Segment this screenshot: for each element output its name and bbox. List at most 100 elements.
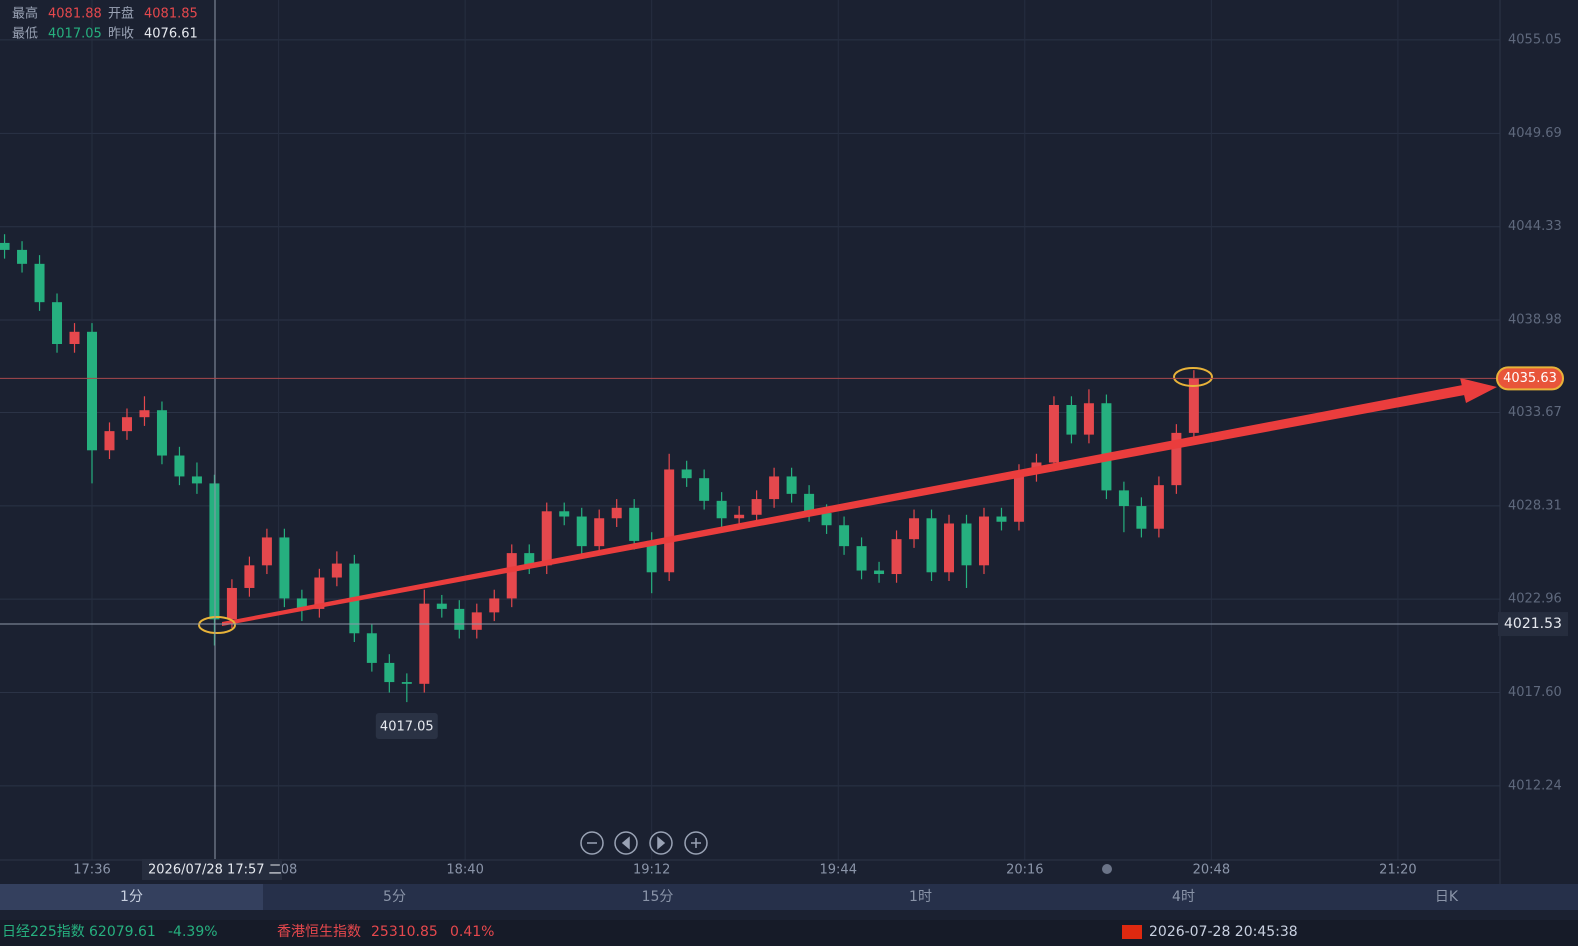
candle-body (611, 507, 622, 519)
last-price-tag (1496, 366, 1564, 391)
period-tab[interactable]: 日K (1434, 889, 1459, 905)
candle-body (664, 469, 675, 573)
ticker-name: 香港恒生指数 (277, 924, 361, 940)
candle-body (1136, 506, 1147, 529)
candle-body (156, 410, 167, 456)
candle-body (1083, 403, 1094, 435)
candle-body (384, 662, 395, 683)
y-tick-label: 4044.33 (1508, 219, 1562, 234)
candle-body (559, 511, 570, 517)
stat-label: 昨收 (108, 27, 134, 42)
candle-body (121, 417, 132, 432)
stat-label: 开盘 (108, 6, 134, 22)
candle-body (769, 476, 780, 500)
trend-arrow-head (1460, 378, 1497, 403)
period-tab[interactable]: 5分 (383, 889, 406, 905)
zoom-in-button[interactable] (684, 831, 708, 855)
candle-body (856, 546, 867, 571)
candle-body (419, 603, 430, 684)
ticker-price: 62079.61 (89, 924, 156, 940)
candle-body (874, 570, 885, 575)
candle-body (1101, 403, 1112, 491)
trend-arrow (222, 384, 1470, 626)
period-tab[interactable]: 4时 (1172, 889, 1195, 905)
candle-body (401, 682, 412, 684)
candle-body (279, 537, 290, 599)
last-price-label: 4035.63 (1503, 371, 1557, 386)
y-tick-label: 4038.98 (1508, 312, 1562, 327)
candle-body (1171, 432, 1182, 486)
x-tick-label: 17:36 (73, 863, 110, 878)
stat-label: 最低 (12, 27, 38, 42)
candle-body (209, 483, 220, 620)
candle-body (366, 633, 377, 663)
candle-body (191, 476, 202, 484)
candle-body (786, 476, 797, 494)
candle-body (734, 514, 745, 519)
x-tick-label: 19:12 (633, 863, 670, 878)
candle-body (104, 431, 115, 451)
candle-body (314, 577, 325, 609)
candle-body (436, 603, 447, 609)
stat-value: 4081.85 (144, 7, 198, 22)
ticker-name: 日经225指数 (2, 924, 85, 940)
candle-body (244, 565, 255, 588)
highlight-ellipse (1173, 367, 1213, 387)
stat-label: 最高 (12, 6, 38, 22)
ticker-change: -4.39% (168, 924, 218, 940)
period-tab[interactable]: 1分 (0, 884, 263, 910)
candle-body (1188, 378, 1199, 433)
candle-body (226, 587, 237, 620)
candle-body (594, 518, 605, 547)
candle-body (541, 511, 552, 566)
candle-body (489, 598, 500, 613)
candle-body (961, 523, 972, 566)
candle-body (139, 410, 150, 418)
x-tick-label: 20:48 (1193, 863, 1230, 878)
flag-icon (1122, 925, 1142, 939)
y-tick-label: 4055.05 (1508, 32, 1562, 47)
zoom-out-button[interactable] (580, 831, 604, 855)
candle-body (944, 523, 955, 573)
candle-body (646, 540, 657, 573)
candle-body (681, 469, 692, 479)
candle-body (1118, 490, 1129, 507)
candle-body (576, 516, 587, 547)
candle-body (891, 539, 902, 575)
candle-body (34, 263, 45, 303)
period-tab[interactable]: 15分 (641, 889, 674, 905)
candle-body (839, 525, 850, 547)
stats: 最高 4081.88 开盘 4081.85 最低 4017.05 昨收 4076.61 (12, 6, 198, 42)
y-tick-label: 4028.31 (1508, 498, 1562, 513)
crosshair-price-label: 4021.53 (1504, 616, 1562, 632)
ticker-change: 0.41% (450, 924, 495, 940)
stat-value: 4081.88 (48, 7, 102, 22)
candle-body (296, 598, 307, 609)
candle-body (17, 249, 28, 264)
y-tick-label: 4012.24 (1508, 778, 1562, 793)
candle-body (69, 331, 80, 344)
candle-body (1066, 404, 1077, 435)
candle-body (471, 612, 482, 630)
scroll-dot (1102, 864, 1112, 874)
zoom-controls (580, 831, 708, 855)
candle-body (261, 537, 272, 566)
period-tab[interactable]: 1时 (909, 889, 932, 905)
clock: 2026-07-28 20:45:38 (1149, 924, 1298, 940)
highlight-ellipse (198, 616, 236, 634)
low-label: 4017.05 (380, 720, 434, 735)
candle-body (821, 513, 832, 526)
y-tick-label: 4017.60 (1508, 685, 1562, 700)
candle-body (978, 516, 989, 566)
forward-button[interactable] (649, 831, 673, 855)
crosshair-time-label: 2026/07/28 17:57 二 (148, 863, 282, 878)
rewind-button[interactable] (614, 831, 638, 855)
candle-body (524, 553, 535, 566)
stat-value: 4017.05 (48, 27, 102, 42)
crosshair-time-tag (142, 859, 282, 880)
candle-body (87, 331, 97, 451)
ticker-bar: 日经225指数 62079.61 -4.39% 香港恒生指数 25310.85 … (0, 920, 1578, 946)
x-tick-label: 21:20 (1379, 863, 1416, 878)
candle-body (751, 499, 762, 515)
x-tick-label: 18:40 (446, 863, 483, 878)
